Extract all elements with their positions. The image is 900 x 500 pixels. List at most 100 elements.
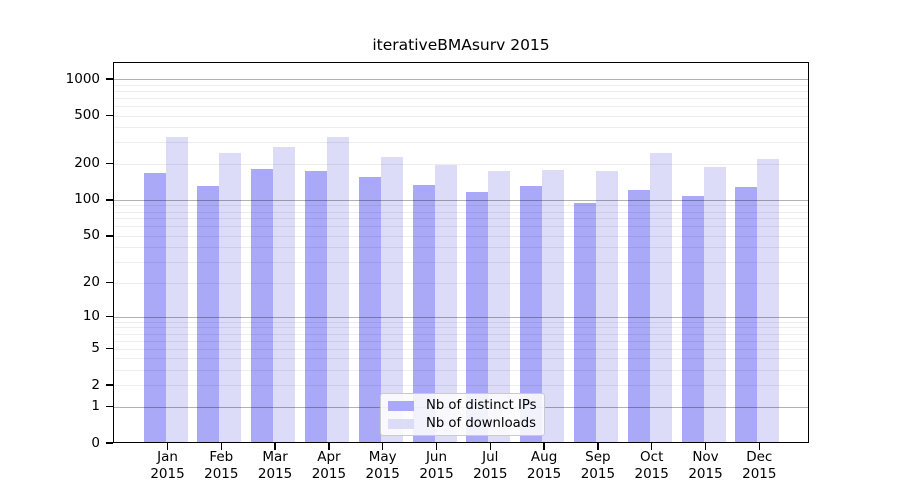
x-tick-month: Sep [585,449,611,465]
x-axis-tick-label: Mar 2015 [245,449,305,482]
x-tick-year: 2015 [742,465,777,482]
x-tick-month: Mar [262,449,288,465]
x-axis-tick-label: Aug 2015 [514,449,574,482]
x-axis-tick-label: Nov 2015 [676,449,736,482]
chart-title: iterativeBMAsurv 2015 [372,36,550,54]
x-tick-year: 2015 [204,465,239,482]
legend-label-distinct-ips: Nb of distinct IPs [426,398,537,413]
major-gridline [113,199,809,201]
y-axis-tick-label: 5 [91,340,100,357]
x-tick-year: 2015 [257,465,293,482]
x-tick-month: May [368,449,397,465]
bar-distinct-ips [251,168,274,443]
x-axis-tick-label: Dec 2015 [729,449,789,482]
x-tick-month: Aug [530,449,558,465]
x-tick-mark [758,443,760,450]
x-tick-mark [704,443,707,450]
minor-gridline [113,358,809,360]
x-tick-month: Jan [157,449,178,465]
x-tick-month: Apr [317,449,341,465]
y-tick-mark [105,235,113,237]
x-tick-year: 2015 [311,465,347,482]
x-axis-tick-label: Oct 2015 [622,449,682,482]
legend-swatch-distinct-ips [388,400,414,411]
minor-gridline [113,205,809,207]
y-axis-tick-label: 50 [82,227,100,244]
y-tick-mark [105,199,113,201]
x-axis-tick-label: Jul 2015 [460,449,520,482]
minor-gridline [113,348,809,350]
x-tick-year: 2015 [526,465,562,482]
bar-downloads [542,169,565,443]
minor-gridline [113,340,809,342]
minor-gridline [113,385,809,387]
bar-distinct-ips [358,176,381,443]
x-tick-month: Jul [482,449,499,465]
bar-downloads [649,152,672,443]
minor-gridline [113,262,809,264]
minor-gridline [113,105,809,107]
y-tick-mark [105,316,113,318]
y-tick-mark [105,347,113,350]
y-tick-mark [105,281,113,284]
x-tick-mark [543,443,545,450]
legend: Nb of distinct IPs Nb of downloads [380,393,545,436]
y-axis-tick-label: 1 [91,398,100,414]
x-axis-tick-label: Jan 2015 [138,449,198,482]
minor-gridline [113,235,809,237]
minor-gridline [113,211,809,213]
bar-distinct-ips [466,191,489,443]
minor-gridline [113,127,809,129]
bar-downloads [703,166,726,443]
y-tick-mark [105,405,113,408]
bar-distinct-ips [143,172,166,443]
x-tick-year: 2015 [688,465,723,482]
minor-gridline [113,282,809,284]
x-tick-mark [597,443,599,450]
bar-downloads [219,152,242,443]
major-gridline [113,79,809,80]
x-axis-tick-label: Feb 2015 [191,449,251,482]
bar-distinct-ips [735,186,758,443]
x-tick-mark [651,443,653,450]
x-tick-mark [166,443,169,450]
y-axis-tick-label: 2 [91,376,100,393]
bar-distinct-ips [412,184,435,443]
x-tick-mark [220,443,222,450]
y-tick-mark [105,78,113,80]
bar-distinct-ips [304,170,327,443]
x-tick-year: 2015 [473,465,508,482]
bar-downloads [273,146,296,443]
x-axis-tick-label: Apr 2015 [299,449,359,482]
x-tick-year: 2015 [365,465,400,482]
y-axis-tick-label: 1000 [65,70,100,87]
x-tick-year: 2015 [150,465,185,482]
major-gridline [113,316,809,318]
x-tick-year: 2015 [634,465,669,482]
x-axis-tick-label: Jun 2015 [407,449,467,482]
x-tick-month: Jun [425,449,448,465]
x-tick-mark [328,443,330,450]
x-tick-mark [435,443,438,450]
bar-distinct-ips [520,185,543,443]
minor-gridline [113,226,809,228]
y-tick-mark [105,162,113,165]
legend-row-downloads: Nb of downloads [381,416,544,431]
legend-label-downloads: Nb of downloads [426,416,536,431]
bar-downloads [595,170,618,443]
y-axis-tick-label: 20 [82,274,100,291]
x-tick-month: Oct [640,449,664,465]
plot-area [113,62,809,443]
x-tick-year: 2015 [419,465,454,482]
x-tick-mark [489,443,491,450]
y-tick-mark [105,114,113,117]
x-tick-month: Dec [746,449,773,465]
minor-gridline [113,370,809,371]
bar-downloads [165,137,188,443]
legend-row-distinct-ips: Nb of distinct IPs [381,398,544,413]
bar-downloads [380,156,403,443]
y-axis-tick-label: 100 [74,191,100,208]
y-axis-tick-label: 10 [82,308,100,325]
y-axis-tick-label: 500 [74,107,100,123]
x-axis-tick-label: Sep 2015 [568,449,628,482]
